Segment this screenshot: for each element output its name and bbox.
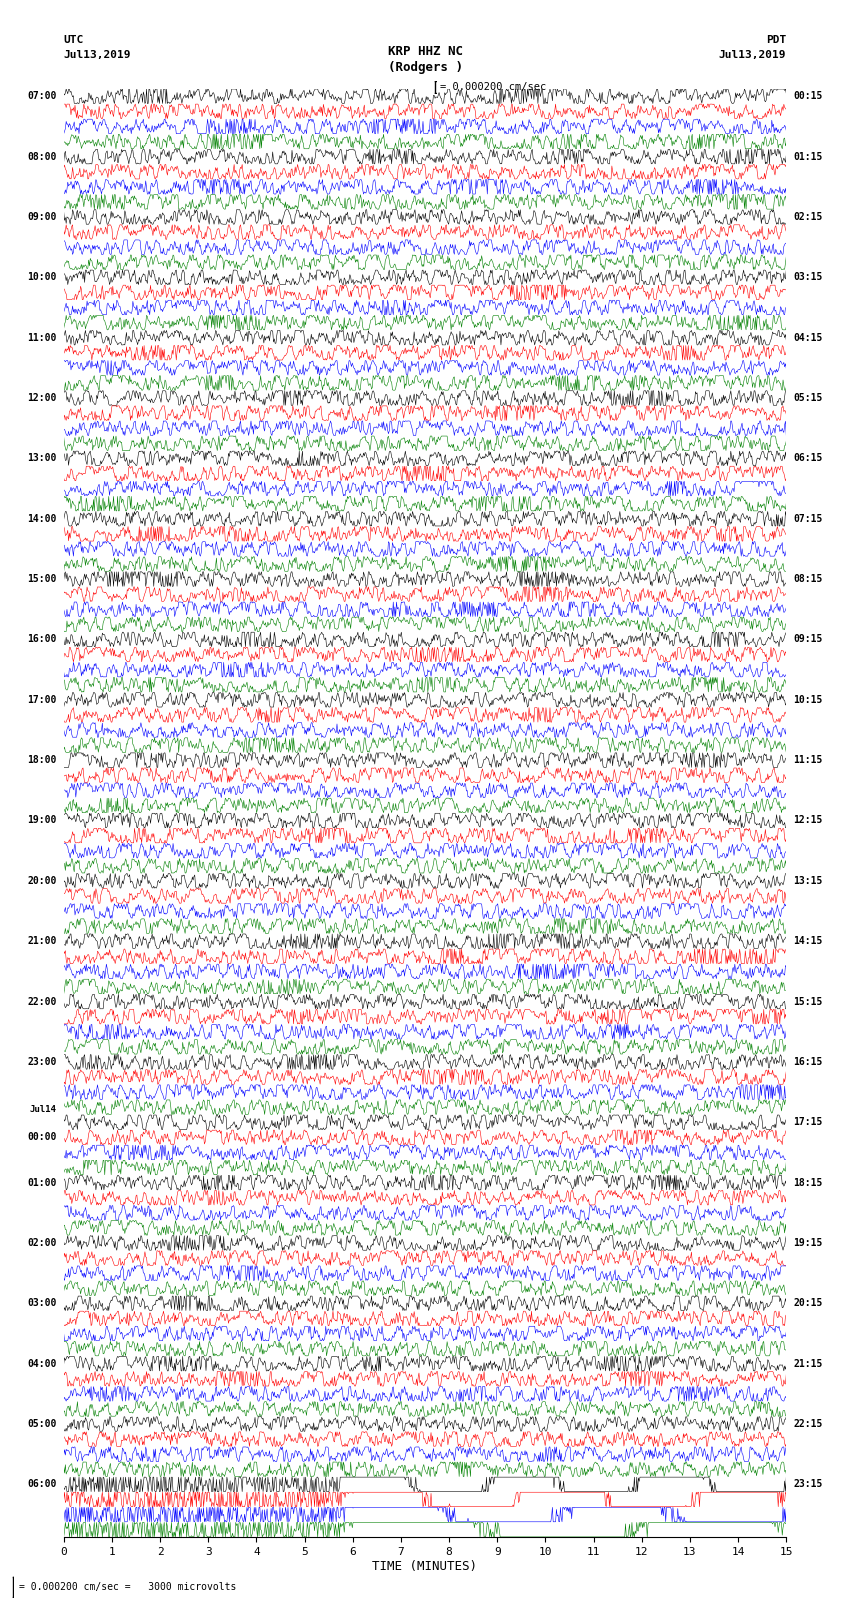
Text: 17:00: 17:00 [27, 695, 56, 705]
Text: (Rodgers ): (Rodgers ) [388, 61, 462, 74]
Text: 05:00: 05:00 [27, 1419, 56, 1429]
Text: 06:15: 06:15 [794, 453, 823, 463]
Text: 09:00: 09:00 [27, 211, 56, 223]
Text: PDT: PDT [766, 35, 786, 45]
Text: 01:15: 01:15 [794, 152, 823, 161]
Text: 18:00: 18:00 [27, 755, 56, 765]
Text: 08:15: 08:15 [794, 574, 823, 584]
Text: 03:00: 03:00 [27, 1298, 56, 1308]
Text: 06:00: 06:00 [27, 1479, 56, 1489]
Text: 15:15: 15:15 [794, 997, 823, 1007]
Text: 11:00: 11:00 [27, 332, 56, 342]
Text: 23:15: 23:15 [794, 1479, 823, 1489]
Text: Jul13,2019: Jul13,2019 [64, 50, 131, 60]
Text: 00:15: 00:15 [794, 92, 823, 102]
Text: 02:15: 02:15 [794, 211, 823, 223]
Text: 11:15: 11:15 [794, 755, 823, 765]
Text: Jul14: Jul14 [30, 1105, 56, 1113]
Text: UTC: UTC [64, 35, 84, 45]
Text: 22:15: 22:15 [794, 1419, 823, 1429]
Text: 07:15: 07:15 [794, 513, 823, 524]
Text: 01:00: 01:00 [27, 1177, 56, 1187]
Text: 04:00: 04:00 [27, 1358, 56, 1369]
Text: 18:15: 18:15 [794, 1177, 823, 1187]
Text: 20:00: 20:00 [27, 876, 56, 886]
Text: KRP HHZ NC: KRP HHZ NC [388, 45, 462, 58]
Text: 05:15: 05:15 [794, 394, 823, 403]
Text: 21:00: 21:00 [27, 936, 56, 947]
Text: 19:00: 19:00 [27, 816, 56, 826]
Text: 19:15: 19:15 [794, 1237, 823, 1248]
Text: 23:00: 23:00 [27, 1057, 56, 1066]
Text: 14:15: 14:15 [794, 936, 823, 947]
Text: 14:00: 14:00 [27, 513, 56, 524]
Text: 12:00: 12:00 [27, 394, 56, 403]
Text: = 0.000200 cm/sec: = 0.000200 cm/sec [440, 82, 547, 92]
Text: 07:00: 07:00 [27, 92, 56, 102]
Text: 22:00: 22:00 [27, 997, 56, 1007]
Text: = 0.000200 cm/sec =   3000 microvolts: = 0.000200 cm/sec = 3000 microvolts [19, 1582, 236, 1592]
Text: 03:15: 03:15 [794, 273, 823, 282]
X-axis label: TIME (MINUTES): TIME (MINUTES) [372, 1560, 478, 1573]
Text: 17:15: 17:15 [794, 1118, 823, 1127]
Text: 10:00: 10:00 [27, 273, 56, 282]
Text: 21:15: 21:15 [794, 1358, 823, 1369]
Text: 15:00: 15:00 [27, 574, 56, 584]
Text: 12:15: 12:15 [794, 816, 823, 826]
Text: Jul13,2019: Jul13,2019 [719, 50, 786, 60]
Text: 09:15: 09:15 [794, 634, 823, 645]
Text: 08:00: 08:00 [27, 152, 56, 161]
Text: 13:15: 13:15 [794, 876, 823, 886]
Text: 02:00: 02:00 [27, 1237, 56, 1248]
Text: 16:00: 16:00 [27, 634, 56, 645]
Text: 13:00: 13:00 [27, 453, 56, 463]
Text: 16:15: 16:15 [794, 1057, 823, 1066]
Text: 00:00: 00:00 [27, 1132, 56, 1142]
Text: 10:15: 10:15 [794, 695, 823, 705]
Text: 04:15: 04:15 [794, 332, 823, 342]
Text: 20:15: 20:15 [794, 1298, 823, 1308]
